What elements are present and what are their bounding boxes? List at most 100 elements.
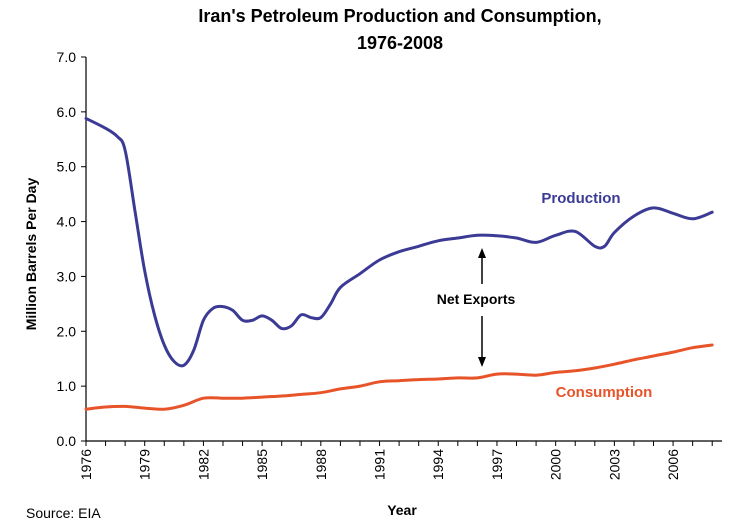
production-data-point xyxy=(143,270,146,273)
production-data-point xyxy=(173,360,176,363)
consumption-data-point xyxy=(339,387,342,390)
production-data-point xyxy=(574,230,577,233)
production-data-point xyxy=(633,215,636,218)
consumption-data-point xyxy=(241,397,244,400)
x-tick-label: 1985 xyxy=(254,449,270,480)
x-tick-label: 2003 xyxy=(606,449,622,480)
production-data-point xyxy=(85,117,88,120)
consumption-data-point xyxy=(222,397,225,400)
consumption-data-point xyxy=(319,391,322,394)
production-data-point xyxy=(251,319,254,322)
consumption-data-point xyxy=(163,408,166,411)
consumption-data-point xyxy=(85,408,88,411)
y-tick-label: 0.0 xyxy=(57,433,77,449)
consumption-data-point xyxy=(261,396,264,399)
axes xyxy=(85,57,722,442)
x-tick-label: 1991 xyxy=(372,449,388,480)
consumption-data-point xyxy=(398,379,401,382)
production-data-point xyxy=(554,234,557,237)
y-tick-label: 3.0 xyxy=(57,268,77,284)
production-data-point xyxy=(163,344,166,347)
production-data-point xyxy=(691,217,694,220)
y-axis-title: Million Barrels Per Day xyxy=(23,178,39,331)
consumption-data-point xyxy=(456,377,459,380)
consumption-data-point xyxy=(593,367,596,370)
y-tick-label: 4.0 xyxy=(57,214,77,230)
x-tick-label: 1988 xyxy=(313,449,329,480)
y-axis-ticks: 0.0 1.0 2.0 3.0 4.0 5.0 6.0 7.0 xyxy=(57,49,86,449)
y-tick-label: 6.0 xyxy=(57,104,77,120)
production-data-point xyxy=(339,286,342,289)
net-exports-annotation: Net Exports xyxy=(437,248,516,367)
production-data-point xyxy=(652,206,655,209)
production-data-point xyxy=(476,234,479,237)
consumption-data-point xyxy=(124,405,127,408)
consumption-data-point xyxy=(104,406,107,409)
y-tick-label: 5.0 xyxy=(57,159,77,175)
x-tick-label: 1979 xyxy=(137,449,153,480)
production-data-point xyxy=(241,319,244,322)
consumption-data-point xyxy=(476,377,479,380)
production-data-point xyxy=(300,313,303,316)
production-data-point xyxy=(359,272,362,275)
production-data-point xyxy=(124,149,127,152)
production-data-point xyxy=(593,245,596,248)
x-tick-label: 1976 xyxy=(78,449,94,480)
production-data-point xyxy=(134,209,137,212)
production-data-point xyxy=(515,237,518,240)
consumption-data-point xyxy=(417,378,420,381)
x-tick-label: 2006 xyxy=(665,449,681,480)
consumption-data-point xyxy=(280,395,283,398)
chart-title-line1: Iran's Petroleum Production and Consumpt… xyxy=(198,6,601,26)
consumption-data-point xyxy=(691,346,694,349)
x-tick-label: 1997 xyxy=(489,449,505,480)
y-tick-label: 2.0 xyxy=(57,323,77,339)
production-data-point xyxy=(672,212,675,215)
consumption-data-point xyxy=(202,397,205,400)
production-data-point xyxy=(231,309,234,312)
consumption-data-point xyxy=(143,407,146,410)
production-data-point xyxy=(116,135,119,138)
x-tick-label: 1994 xyxy=(430,449,446,480)
production-data-point xyxy=(711,211,714,214)
consumption-data-point xyxy=(633,358,636,361)
consumption-data-point xyxy=(437,378,440,381)
source-note: Source: EIA xyxy=(26,505,101,521)
series-layer xyxy=(84,116,714,411)
production-data-point xyxy=(212,307,215,310)
production-data-point xyxy=(153,313,156,316)
production-data-point xyxy=(222,305,225,308)
production-data-point xyxy=(535,241,538,244)
consumption-data-point xyxy=(652,355,655,358)
consumption-data-point xyxy=(535,374,538,377)
consumption-data-point xyxy=(711,344,714,347)
production-series-label: Production xyxy=(541,190,620,207)
production-data-point xyxy=(417,245,420,248)
consumption-data-point xyxy=(515,373,518,376)
consumption-data-point xyxy=(300,393,303,396)
consumption-data-point xyxy=(554,371,557,374)
consumption-data-point xyxy=(496,373,499,376)
consumption-data-point xyxy=(574,369,577,372)
production-data-point xyxy=(496,234,499,237)
production-data-point xyxy=(280,327,283,330)
production-data-point xyxy=(613,231,616,234)
x-tick-label: 2000 xyxy=(548,449,564,480)
consumption-data-point xyxy=(672,351,675,354)
consumption-data-point xyxy=(182,404,185,407)
x-axis-title: Year xyxy=(387,502,417,518)
arrow-down-head-icon xyxy=(478,357,486,367)
production-data-point xyxy=(261,315,264,318)
production-data-point xyxy=(192,349,195,352)
production-data-point xyxy=(202,319,205,322)
y-tick-label: 1.0 xyxy=(57,378,77,394)
net-exports-label: Net Exports xyxy=(437,291,516,307)
chart-title-line2: 1976-2008 xyxy=(357,33,443,53)
production-data-point xyxy=(104,127,107,130)
consumption-series-line xyxy=(84,343,714,411)
production-data-point xyxy=(398,250,401,253)
production-data-point xyxy=(378,259,381,262)
y-tick-label: 7.0 xyxy=(57,49,77,65)
production-data-point xyxy=(456,237,459,240)
